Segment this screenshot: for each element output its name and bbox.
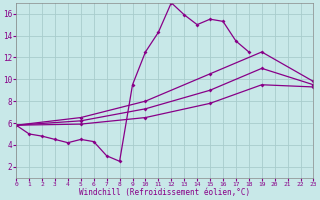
X-axis label: Windchill (Refroidissement éolien,°C): Windchill (Refroidissement éolien,°C) bbox=[79, 188, 250, 197]
